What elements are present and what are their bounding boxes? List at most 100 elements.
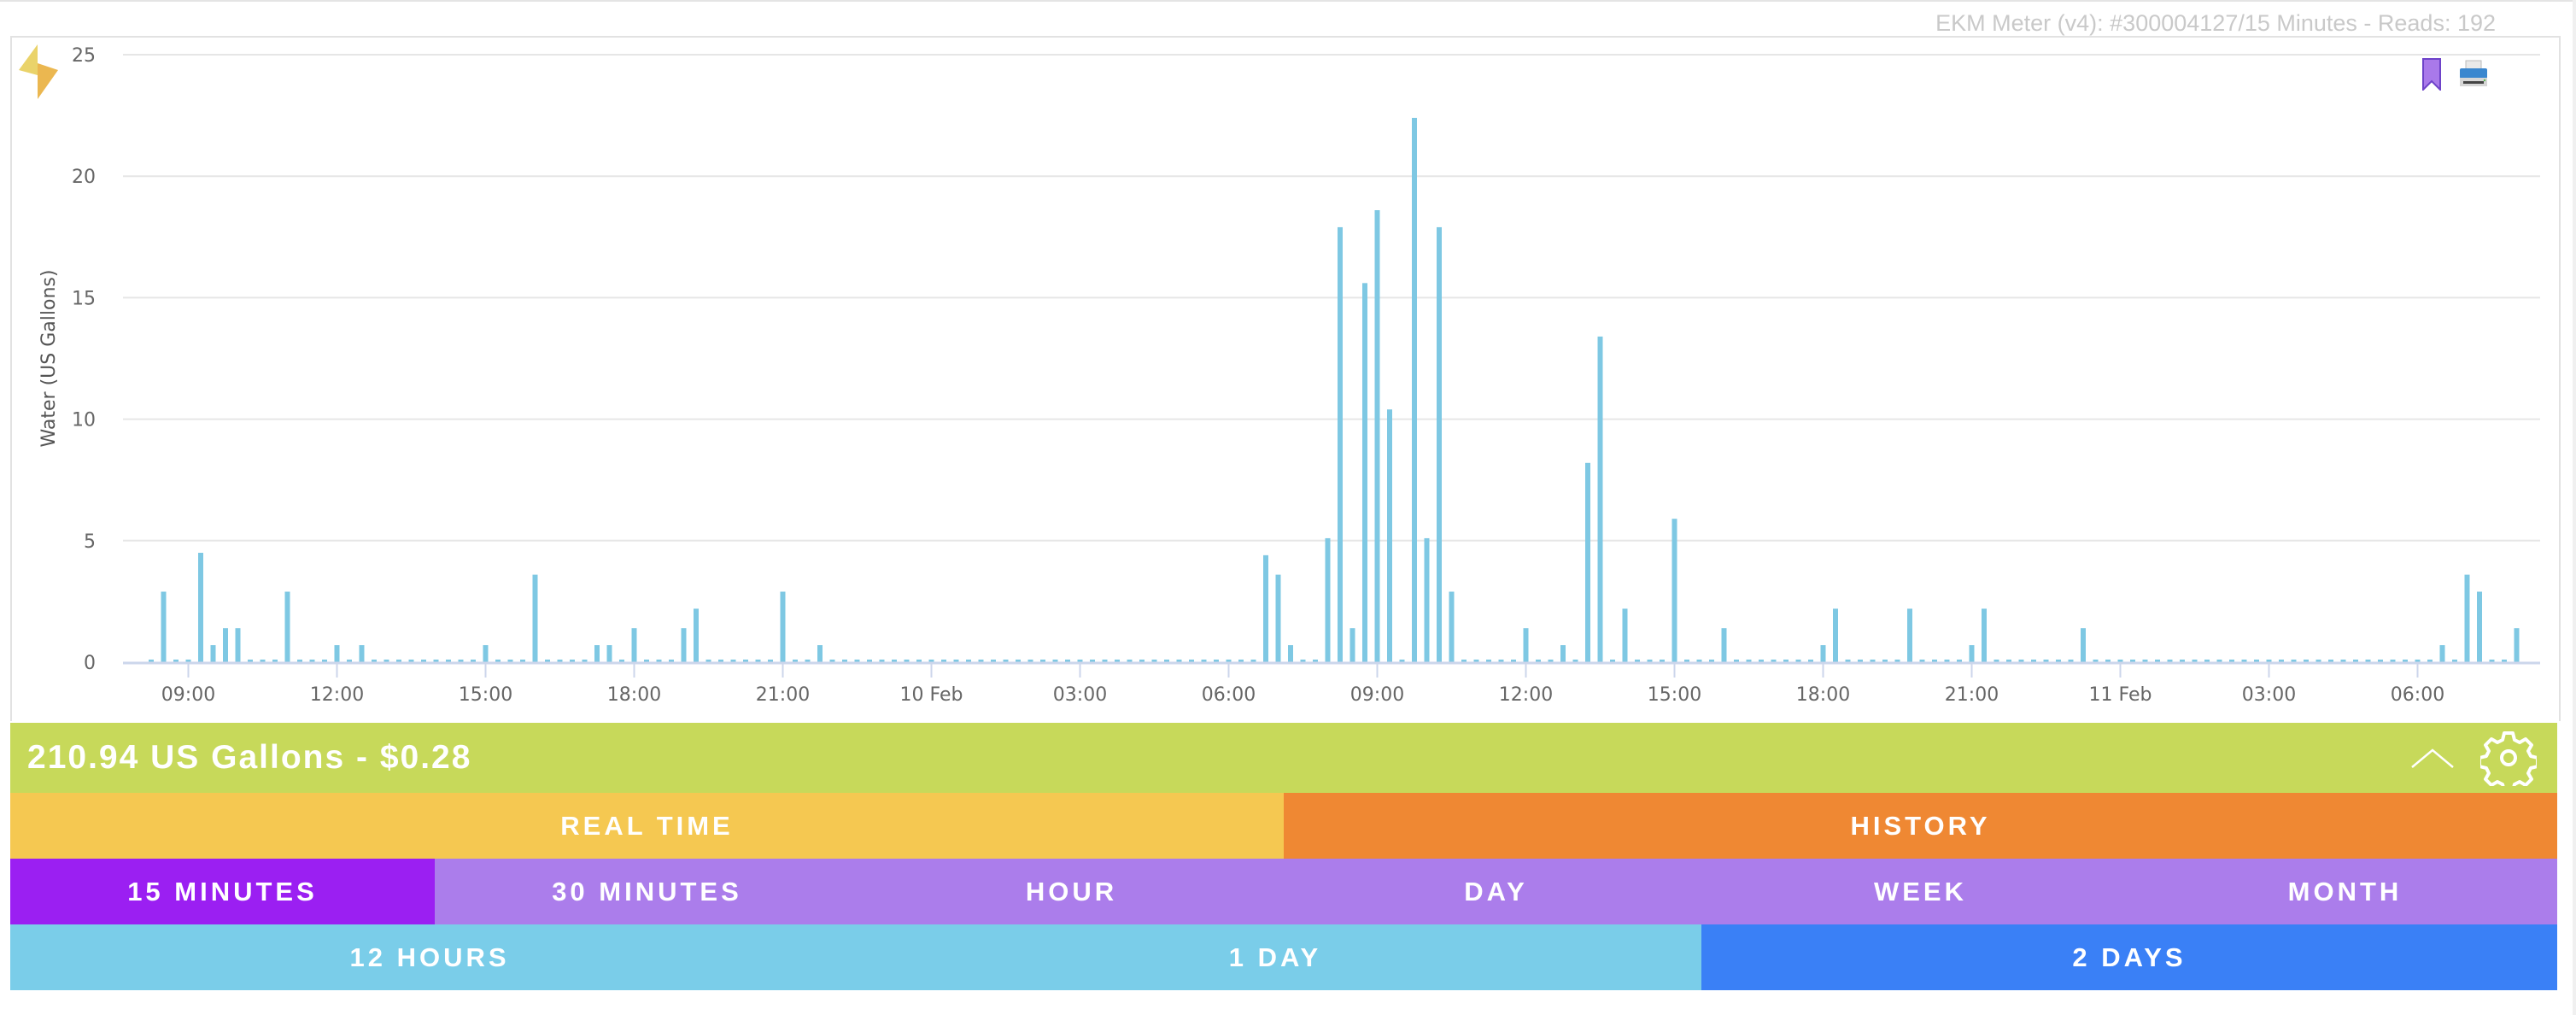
data-bar[interactable] [1783,660,1789,662]
data-bar[interactable] [2304,660,2309,662]
data-bar[interactable] [1102,660,1108,662]
data-bar[interactable] [1820,645,1826,662]
data-bar[interactable] [284,591,290,662]
data-bar[interactable] [433,660,439,662]
data-bar[interactable] [260,660,266,662]
data-bar[interactable] [1263,554,1268,662]
data-bar[interactable] [817,645,823,662]
data-bar[interactable] [941,660,946,662]
tab-history[interactable]: HISTORY [1284,793,2557,859]
data-bar[interactable] [1461,660,1467,662]
data-bar[interactable] [1052,660,1058,662]
data-bar[interactable] [2439,645,2445,662]
data-bar[interactable] [1957,660,1962,662]
data-bar[interactable] [1993,660,1999,662]
data-bar[interactable] [1498,660,1504,662]
data-bar[interactable] [1622,608,1628,662]
data-bar[interactable] [1250,660,1256,662]
tab-month[interactable]: MONTH [2133,859,2557,924]
data-bar[interactable] [1647,660,1653,662]
data-bar[interactable] [149,660,154,662]
data-bar[interactable] [1065,660,1070,662]
data-bar[interactable] [483,645,489,662]
data-bar[interactable] [347,660,352,662]
data-bar[interactable] [1151,660,1157,662]
data-bar[interactable] [2180,660,2185,662]
data-bar[interactable] [2229,660,2234,662]
data-bar[interactable] [2167,660,2173,662]
data-bar[interactable] [1399,660,1405,662]
data-bar[interactable] [2081,628,2086,662]
data-bar[interactable] [2056,660,2061,662]
data-bar[interactable] [1560,645,1566,662]
data-bar[interactable] [793,660,798,662]
data-bar[interactable] [507,660,513,662]
data-bar[interactable] [842,660,847,662]
data-bar[interactable] [322,660,327,662]
data-bar[interactable] [495,660,501,662]
data-bar[interactable] [2365,660,2371,662]
data-bar[interactable] [1671,519,1677,662]
data-bar[interactable] [854,660,860,662]
data-bar[interactable] [1597,336,1603,662]
data-bar[interactable] [1214,660,1219,662]
data-bar[interactable] [161,591,167,662]
data-bar[interactable] [2043,660,2049,662]
data-bar[interactable] [2489,660,2495,662]
data-bar[interactable] [545,660,550,662]
data-bar[interactable] [1176,660,1182,662]
tab-week[interactable]: WEEK [1708,859,2133,924]
data-bar[interactable] [2031,660,2036,662]
data-bar[interactable] [520,660,525,662]
data-bar[interactable] [1027,660,1033,662]
data-bar[interactable] [185,660,191,662]
data-bar[interactable] [1226,660,1232,662]
data-bar[interactable] [1982,608,1987,662]
data-bar[interactable] [2464,574,2470,662]
data-bar[interactable] [2142,660,2148,662]
data-bar[interactable] [2216,660,2222,662]
data-bar[interactable] [2068,660,2074,662]
data-bar[interactable] [1759,660,1764,662]
data-bar[interactable] [2093,660,2099,662]
data-bar[interactable] [1585,462,1590,662]
data-bar[interactable] [1016,660,1021,662]
data-bar[interactable] [1610,660,1615,662]
data-bar[interactable] [421,660,426,662]
data-bar[interactable] [383,660,389,662]
data-bar[interactable] [2192,660,2198,662]
data-bar[interactable] [768,660,773,662]
data-bar[interactable] [1944,660,1950,662]
data-bar[interactable] [953,660,959,662]
data-bar[interactable] [1734,660,1739,662]
data-bar[interactable] [829,660,835,662]
data-bar[interactable] [1338,226,1343,662]
data-bar[interactable] [1449,591,1455,662]
data-bar[interactable] [2204,660,2210,662]
data-bar[interactable] [2390,660,2396,662]
data-bar[interactable] [1709,660,1714,662]
data-bar[interactable] [1771,660,1777,662]
data-bar[interactable] [1919,660,1925,662]
data-bar[interactable] [1437,226,1442,662]
data-bar[interactable] [2452,660,2457,662]
tab-1-day[interactable]: 1 DAY [849,924,1701,990]
data-bar[interactable] [1349,628,1355,662]
data-bar[interactable] [334,645,340,662]
data-bar[interactable] [1511,660,1516,662]
data-bar[interactable] [1362,283,1367,662]
data-bar[interactable] [309,660,315,662]
data-bar[interactable] [2018,660,2024,662]
data-bar[interactable] [2241,660,2247,662]
data-bar[interactable] [1473,660,1479,662]
data-bar[interactable] [1684,660,1689,662]
gear-icon[interactable] [2480,730,2537,786]
data-bar[interactable] [1040,660,1045,662]
data-bar[interactable] [1523,628,1529,662]
data-bar[interactable] [297,660,302,662]
data-bar[interactable] [1894,660,1900,662]
tab-hour[interactable]: HOUR [859,859,1284,924]
data-bar[interactable] [780,591,786,662]
data-bar[interactable] [904,660,910,662]
data-bar[interactable] [1424,537,1430,662]
